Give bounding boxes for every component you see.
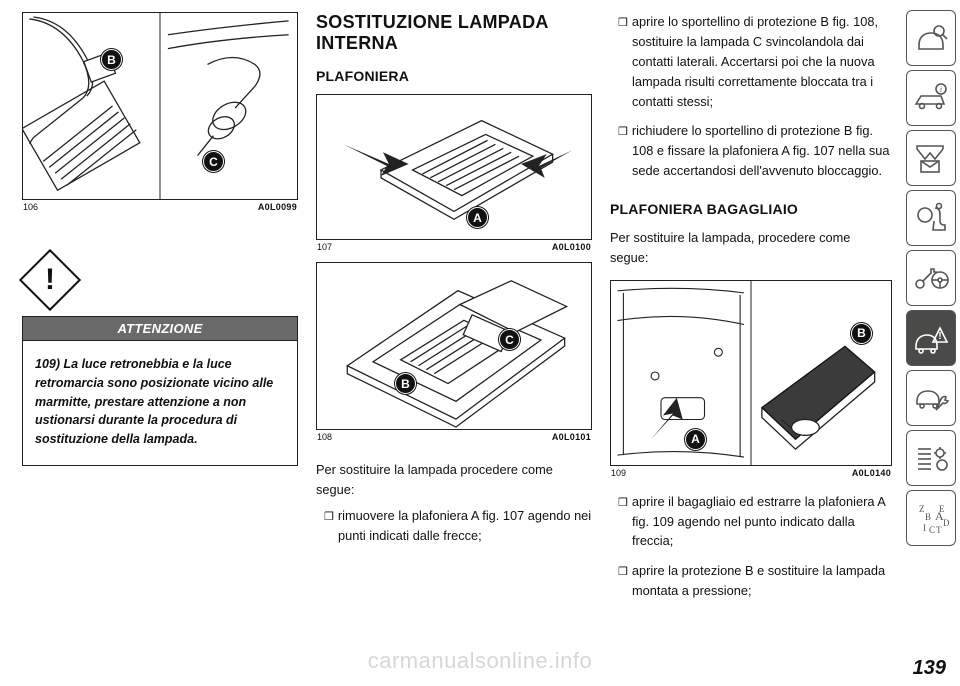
svg-text:!: ! (938, 331, 941, 342)
figure-107-caption: 107 A0L0100 (316, 242, 592, 252)
figure-108: B C 108 A0L0101 (316, 262, 592, 442)
figure-109: A B 109 A0L0140 (610, 280, 892, 478)
sidebar-nav: i ! ZE BA D ICT (904, 0, 960, 686)
figure-num: 107 (317, 242, 332, 252)
figure-107-svg (317, 95, 591, 239)
callout-C: C (203, 151, 224, 172)
figure-106-svg (23, 13, 297, 199)
car-front-search-icon[interactable] (906, 10, 956, 66)
figure-code: A0L0101 (552, 432, 591, 442)
attention-num: 109) (35, 357, 60, 371)
procedure-intro-2: Per sostituire la lampada, procedere com… (610, 228, 892, 268)
airbag-seat-icon[interactable] (906, 190, 956, 246)
manual-page: B C 106 A0L0099 ! ATTENZIONE 109) La luc… (0, 0, 960, 686)
figure-108-svg (317, 263, 591, 429)
attention-header: ATTENZIONE (22, 316, 298, 340)
figure-109-image: A B (610, 280, 892, 466)
svg-text:T: T (936, 525, 942, 535)
warning-diamond-icon: ! (19, 249, 81, 311)
bullet-2: aprire lo sportellino di protezione B fi… (610, 12, 892, 111)
figure-code: A0L0099 (258, 202, 297, 212)
bullet-list-cont: aprire lo sportellino di protezione B fi… (610, 12, 892, 191)
svg-text:i: i (940, 85, 942, 94)
attention-body: 109) La luce retronebbia e la luce retro… (22, 340, 298, 466)
car-warning-icon[interactable]: ! (906, 310, 956, 366)
subsection-plafoniera-bagagliaio: PLAFONIERA BAGAGLIAIO (610, 201, 892, 218)
car-side-info-icon[interactable]: i (906, 70, 956, 126)
figure-106-image: B C (22, 12, 298, 200)
figure-num: 108 (317, 432, 332, 442)
svg-text:Z: Z (919, 504, 925, 514)
figure-code: A0L0140 (852, 468, 891, 478)
svg-text:B: B (925, 512, 931, 522)
figure-109-svg (611, 281, 891, 465)
page-number: 139 (913, 657, 946, 680)
figure-num: 106 (23, 202, 38, 212)
figure-107-image: A (316, 94, 592, 240)
callout-B: B (851, 323, 872, 344)
column-2: SOSTITUZIONE LAMPADA INTERNA PLAFONIERA (316, 12, 592, 678)
figure-106-caption: 106 A0L0099 (22, 202, 298, 212)
bullet-1: rimuovere la plafoniera A fig. 107 agend… (316, 506, 592, 546)
procedure-intro: Per sostituire la lampada procedere come… (316, 460, 592, 500)
bullet-5: aprire la protezione B e sostituire la l… (610, 561, 892, 601)
callout-B: B (101, 49, 122, 70)
figure-109-caption: 109 A0L0140 (610, 468, 892, 478)
bullet-list-2: aprire il bagagliaio ed estrarre la plaf… (610, 492, 892, 612)
subsection-plafoniera: PLAFONIERA (316, 68, 592, 84)
figure-108-image: B C (316, 262, 592, 430)
list-gears-icon[interactable] (906, 430, 956, 486)
svg-text:C: C (929, 525, 935, 535)
alphabet-index-icon[interactable]: ZE BA D ICT (906, 490, 956, 546)
figure-108-caption: 108 A0L0101 (316, 432, 592, 442)
figure-107: A 107 A0L0100 (316, 94, 592, 252)
attention-block: ! ATTENZIONE 109) La luce retronebbia e … (22, 258, 298, 466)
callout-A: A (685, 429, 706, 450)
column-3: aprire lo sportellino di protezione B fi… (610, 12, 892, 678)
section-title: SOSTITUZIONE LAMPADA INTERNA (316, 12, 592, 54)
figure-num: 109 (611, 468, 626, 478)
column-1: B C 106 A0L0099 ! ATTENZIONE 109) La luc… (22, 12, 298, 678)
bullet-list: rimuovere la plafoniera A fig. 107 agend… (316, 506, 592, 556)
svg-text:D: D (943, 518, 950, 528)
bullet-3: richiudere lo sportellino di protezione … (610, 121, 892, 181)
figure-code: A0L0100 (552, 242, 591, 252)
svg-text:I: I (923, 523, 926, 533)
key-steering-icon[interactable] (906, 250, 956, 306)
content-columns: B C 106 A0L0099 ! ATTENZIONE 109) La luc… (0, 0, 904, 686)
bullet-4: aprire il bagagliaio ed estrarre la plaf… (610, 492, 892, 552)
attention-text: La luce retronebbia e la luce retromarci… (35, 357, 273, 446)
figure-106: B C 106 A0L0099 (22, 12, 298, 212)
dashboard-envelope-icon[interactable] (906, 130, 956, 186)
car-wrench-icon[interactable] (906, 370, 956, 426)
